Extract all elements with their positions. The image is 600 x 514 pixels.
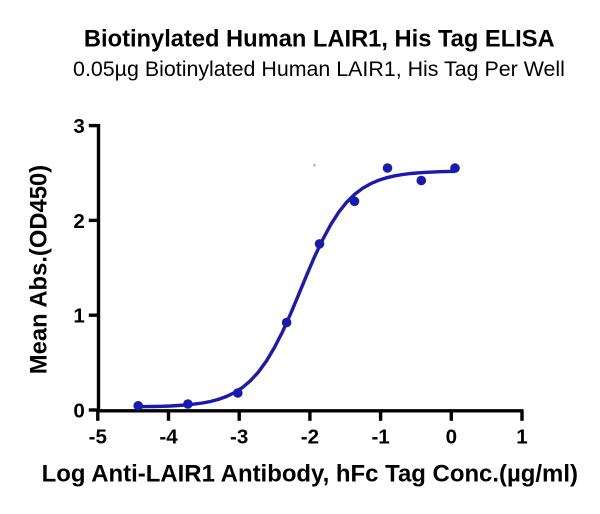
svg-text:2: 2: [73, 210, 84, 233]
svg-text:1: 1: [516, 426, 527, 449]
svg-text:0.05µg Biotinylated Human LAIR: 0.05µg Biotinylated Human LAIR1, His Tag…: [73, 57, 565, 81]
svg-text:-2: -2: [301, 426, 319, 449]
svg-text:-4: -4: [159, 426, 178, 449]
svg-text:0: 0: [73, 400, 84, 423]
svg-text:Biotinylated Human LAIR1, His: Biotinylated Human LAIR1, His Tag ELISA: [84, 27, 555, 53]
svg-text:-5: -5: [89, 426, 107, 449]
svg-text:0: 0: [446, 426, 457, 449]
svg-text:3: 3: [73, 115, 84, 138]
svg-text:1: 1: [73, 305, 84, 328]
svg-text:Mean Abs.(OD450): Mean Abs.(OD450): [26, 165, 53, 374]
svg-text:-3: -3: [230, 426, 248, 449]
svg-text:-1: -1: [371, 426, 389, 449]
svg-text:Log Anti-LAIR1 Antibody, hFc T: Log Anti-LAIR1 Antibody, hFc Tag Conc.(µ…: [42, 461, 578, 488]
